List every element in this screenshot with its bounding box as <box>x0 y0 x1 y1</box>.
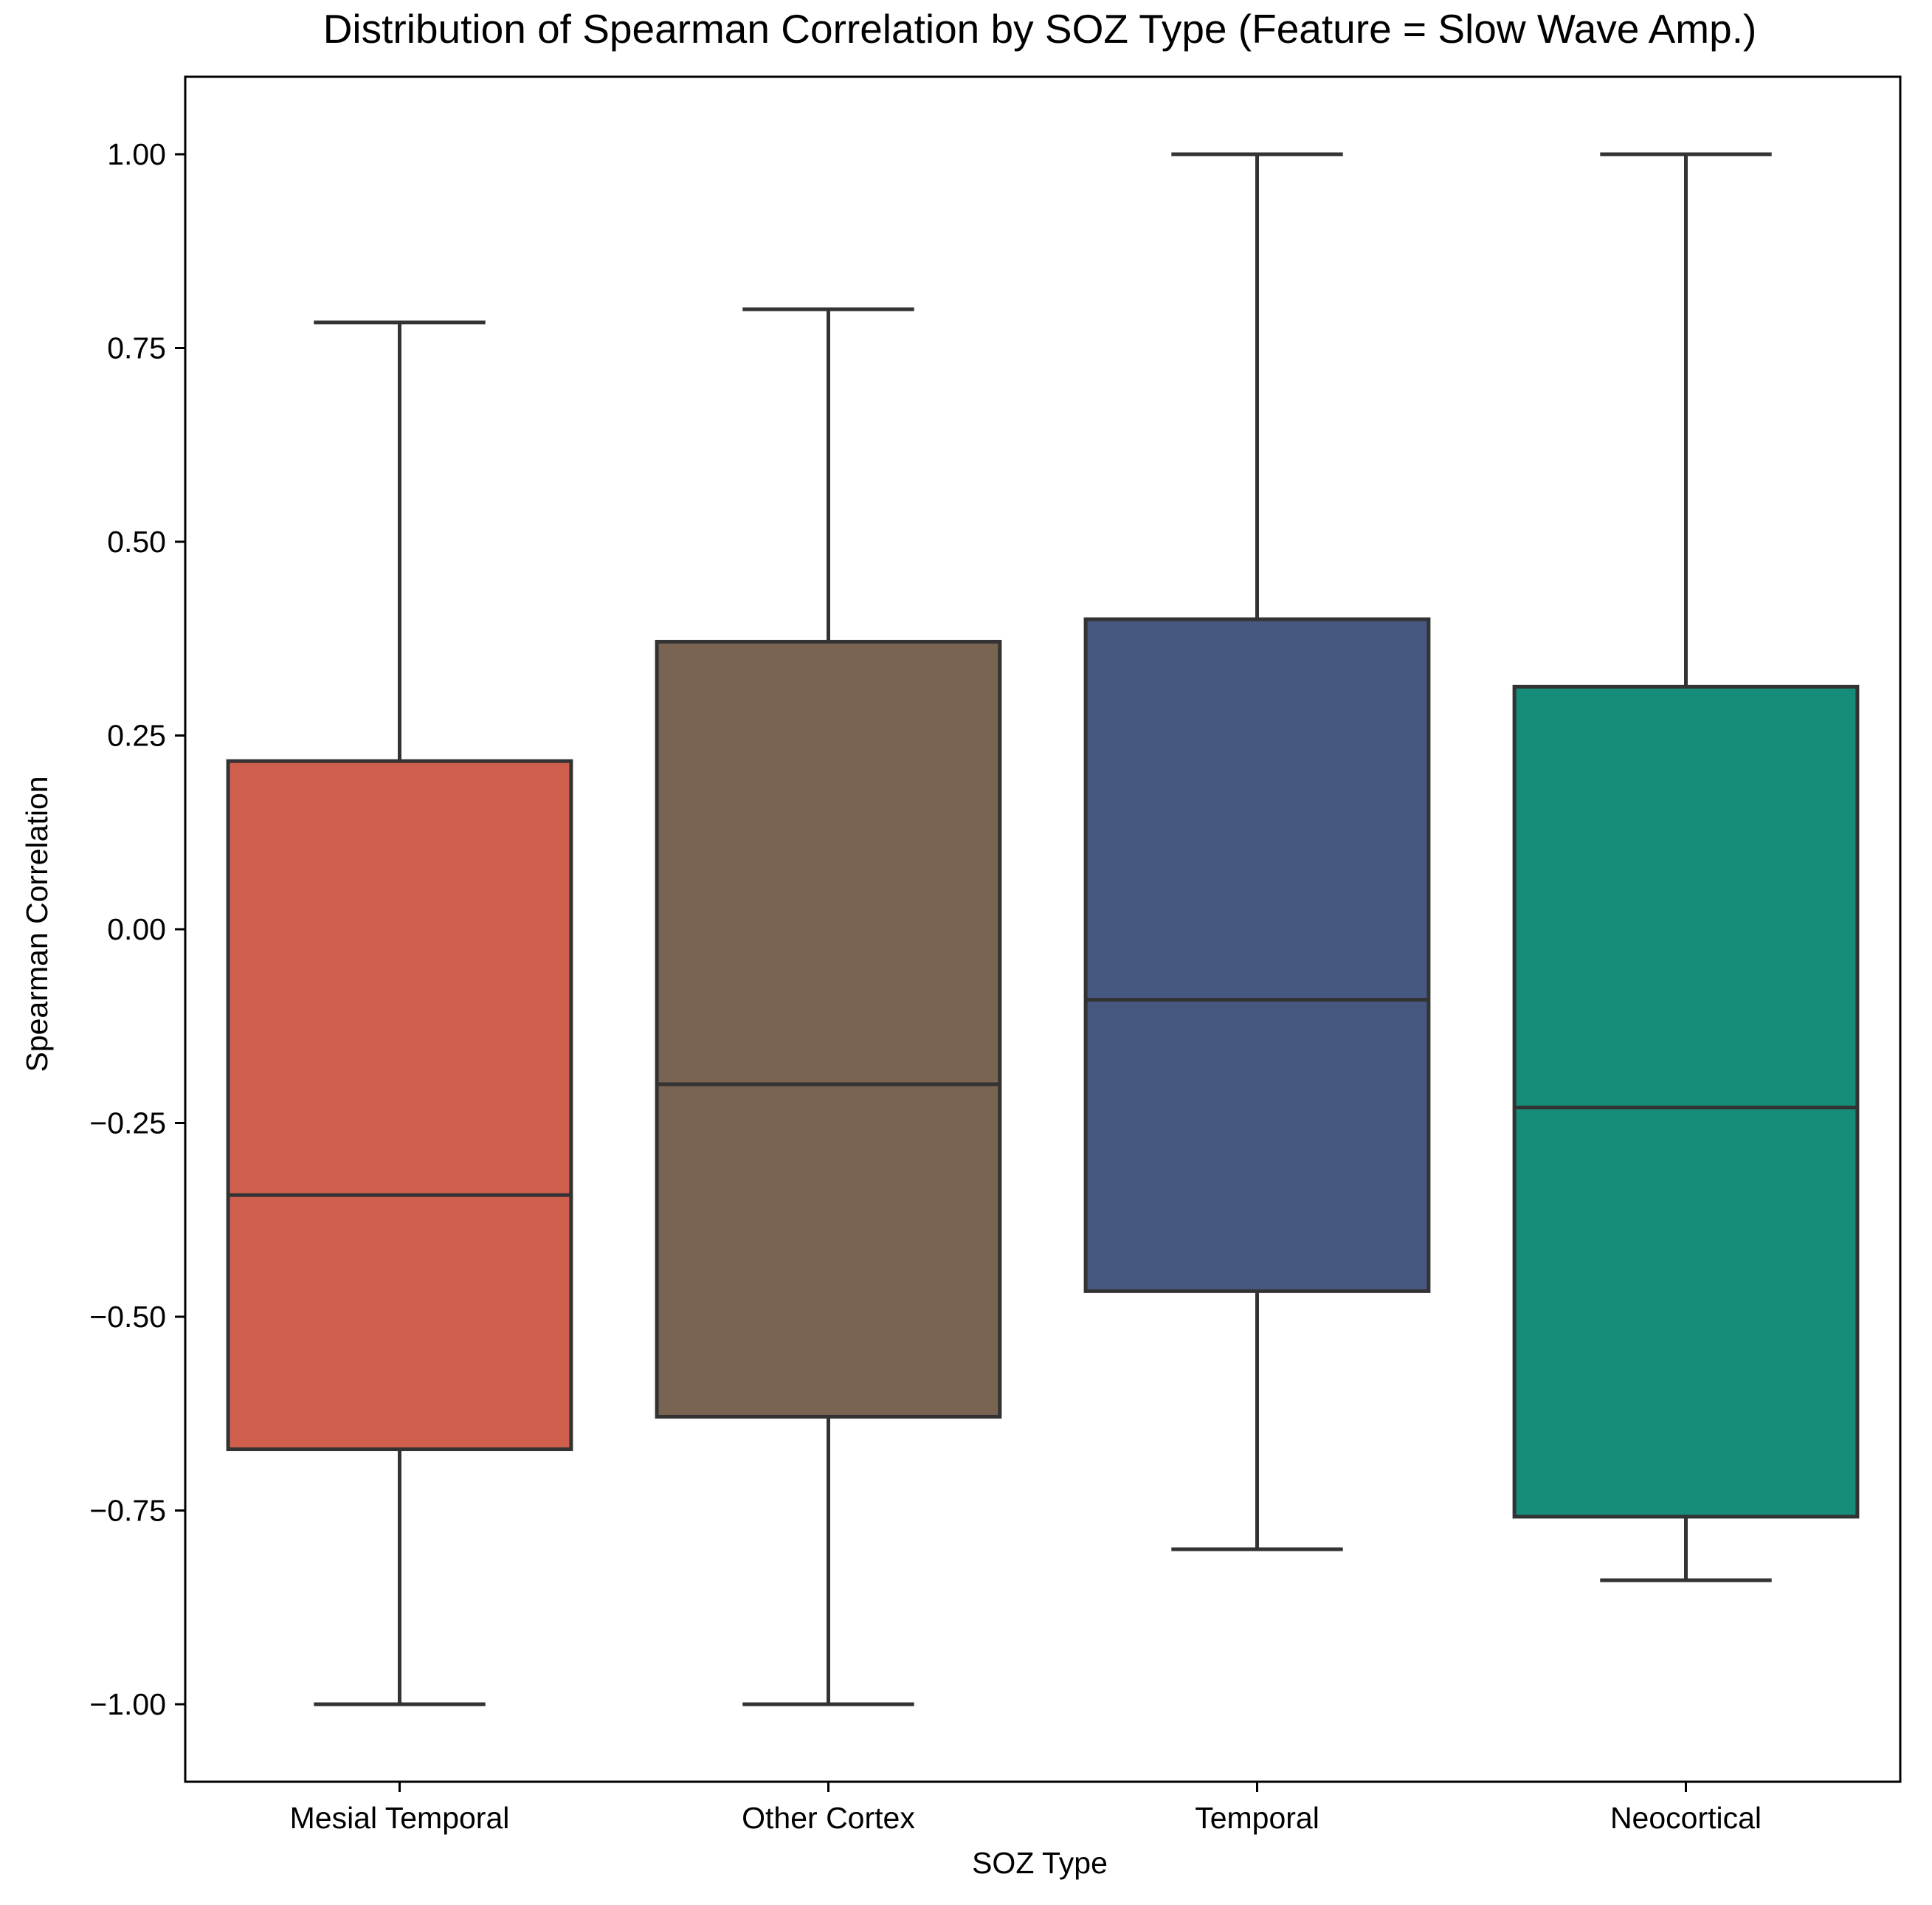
x-tick-label: Neocortical <box>1610 1801 1762 1835</box>
y-tick-label: −0.75 <box>89 1494 166 1528</box>
x-tick-label: Other Cortex <box>742 1801 915 1835</box>
x-tick-label: Mesial Temporal <box>290 1801 510 1835</box>
box-iqr <box>1083 617 1431 1293</box>
y-tick-label: 1.00 <box>107 137 166 171</box>
y-tick-label: 0.00 <box>107 912 166 946</box>
y-axis-title: Spearman Correlation <box>20 776 54 1072</box>
y-tick-label: 0.25 <box>107 719 166 753</box>
box-iqr <box>226 759 573 1452</box>
box-iqr <box>1512 684 1860 1519</box>
box-iqr <box>655 639 1002 1419</box>
box-group <box>1083 152 1431 1551</box>
x-tick-label: Temporal <box>1195 1801 1319 1835</box>
box-group <box>655 307 1002 1706</box>
y-tick-label: −0.25 <box>89 1106 166 1140</box>
box-group <box>226 320 573 1706</box>
box-group <box>1512 152 1860 1582</box>
y-axis: 1.00 0.75 0.50 0.25 0.00 −0.25 −0.50 −0.75 −1.00 <box>89 137 185 1721</box>
x-axis-title: SOZ Type <box>972 1846 1108 1880</box>
y-tick-label: −1.00 <box>89 1687 166 1721</box>
chart-title: Distribution of Spearman Correlation by … <box>323 6 1757 52</box>
boxes-layer <box>226 152 1860 1706</box>
y-tick-label: −0.50 <box>89 1300 166 1334</box>
x-axis: Mesial Temporal Other Cortex Temporal Neoco… <box>290 1782 1762 1835</box>
y-tick-label: 0.75 <box>107 331 166 365</box>
y-tick-label: 0.50 <box>107 525 166 559</box>
